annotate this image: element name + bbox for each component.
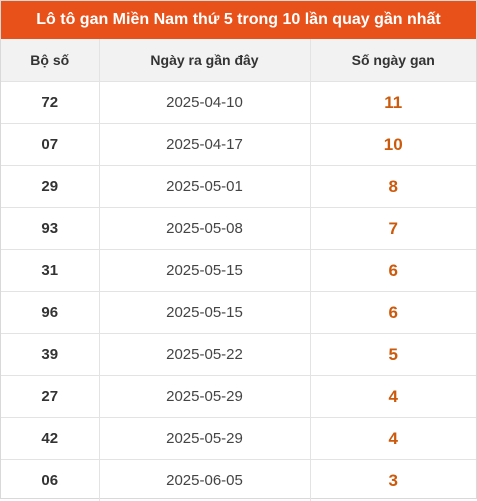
table-row: 72 2025-04-10 11 [1, 82, 476, 124]
cell-number: 31 [1, 250, 99, 292]
header-last-date: Ngày ra gần đây [99, 39, 310, 82]
cell-number: 96 [1, 292, 99, 334]
gan-table: Bộ số Ngày ra gần đây Số ngày gan 72 202… [1, 39, 476, 501]
cell-last-date: 2025-04-10 [99, 82, 310, 124]
table-row: 06 2025-06-05 3 [1, 460, 476, 501]
cell-last-date: 2025-05-15 [99, 292, 310, 334]
cell-last-date: 2025-06-05 [99, 460, 310, 501]
cell-gan-days: 6 [310, 292, 476, 334]
cell-last-date: 2025-05-29 [99, 418, 310, 460]
cell-gan-days: 4 [310, 376, 476, 418]
cell-gan-days: 8 [310, 166, 476, 208]
table-row: 27 2025-05-29 4 [1, 376, 476, 418]
cell-gan-days: 10 [310, 124, 476, 166]
table-header-row: Bộ số Ngày ra gần đây Số ngày gan [1, 39, 476, 82]
table-row: 96 2025-05-15 6 [1, 292, 476, 334]
cell-number: 93 [1, 208, 99, 250]
table-row: 31 2025-05-15 6 [1, 250, 476, 292]
cell-last-date: 2025-05-29 [99, 376, 310, 418]
cell-number: 29 [1, 166, 99, 208]
cell-number: 27 [1, 376, 99, 418]
cell-last-date: 2025-05-22 [99, 334, 310, 376]
panel-title: Lô tô gan Miền Nam thứ 5 trong 10 lần qu… [1, 1, 476, 39]
table-row: 93 2025-05-08 7 [1, 208, 476, 250]
cell-gan-days: 3 [310, 460, 476, 501]
cell-gan-days: 5 [310, 334, 476, 376]
table-row: 39 2025-05-22 5 [1, 334, 476, 376]
table-row: 42 2025-05-29 4 [1, 418, 476, 460]
cell-number: 42 [1, 418, 99, 460]
cell-number: 72 [1, 82, 99, 124]
cell-last-date: 2025-05-08 [99, 208, 310, 250]
table-row: 07 2025-04-17 10 [1, 124, 476, 166]
cell-gan-days: 11 [310, 82, 476, 124]
cell-gan-days: 7 [310, 208, 476, 250]
cell-number: 39 [1, 334, 99, 376]
table-row: 29 2025-05-01 8 [1, 166, 476, 208]
cell-number: 07 [1, 124, 99, 166]
header-number: Bộ số [1, 39, 99, 82]
cell-last-date: 2025-05-01 [99, 166, 310, 208]
cell-last-date: 2025-04-17 [99, 124, 310, 166]
header-gan-days: Số ngày gan [310, 39, 476, 82]
cell-last-date: 2025-05-15 [99, 250, 310, 292]
cell-gan-days: 4 [310, 418, 476, 460]
cell-number: 06 [1, 460, 99, 501]
cell-gan-days: 6 [310, 250, 476, 292]
